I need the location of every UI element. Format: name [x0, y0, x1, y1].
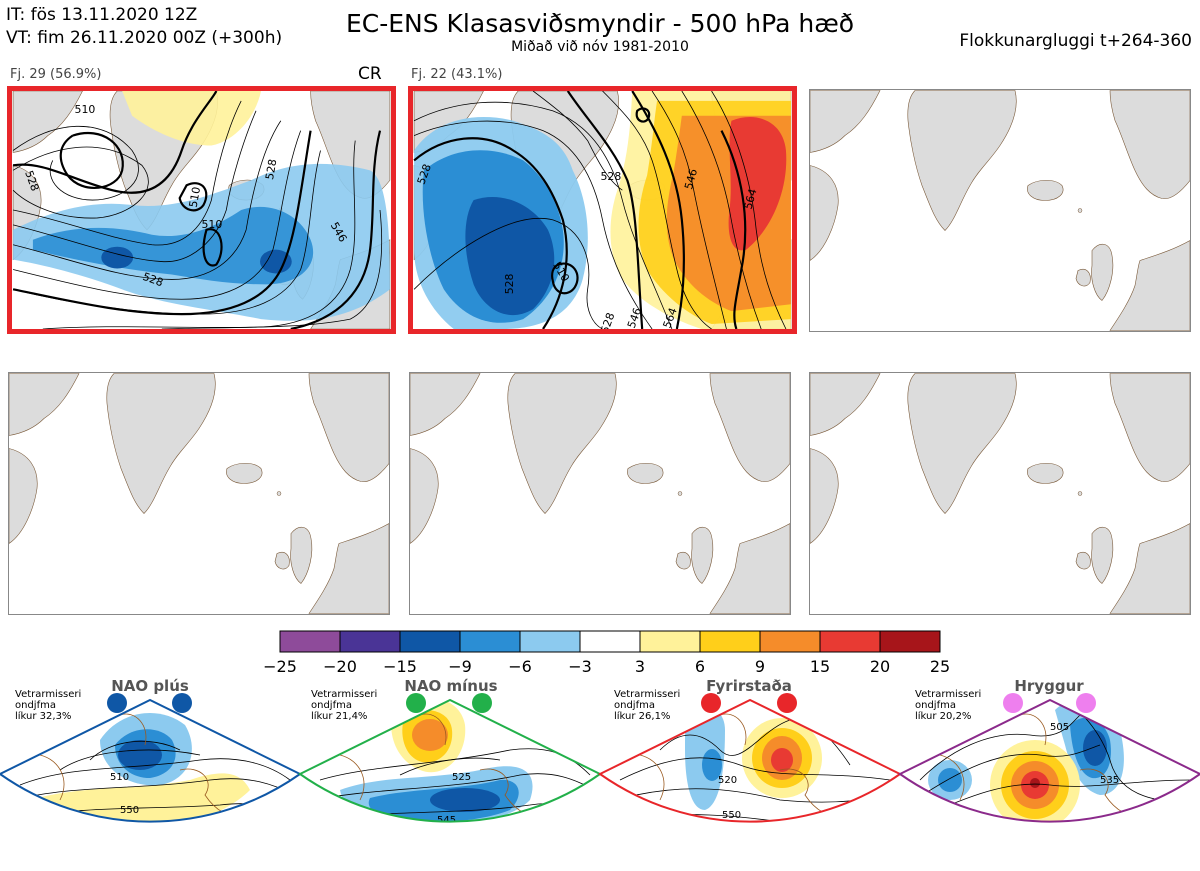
colorbar-tick-label: 25: [929, 657, 951, 676]
colorbar-tick-label: −6: [508, 657, 532, 676]
colorbar-segment: [819, 630, 881, 653]
colorbar-tick-label: −9: [448, 657, 472, 676]
cluster-1-contour-label: 528: [263, 158, 279, 181]
colorbar-segment: [759, 630, 821, 653]
regime-4-contour-label: 505: [1050, 722, 1069, 733]
cluster-1-map[interactable]: 510 510 528 528 528 546 510: [7, 86, 396, 334]
colorbar-segment: [639, 630, 701, 653]
regime-3-contour-label: 550: [722, 810, 741, 821]
page-title: EC-ENS Klasasviðsmyndir - 500 hPa hæð: [345, 9, 855, 38]
cluster-2-contour-label: 546: [682, 167, 700, 191]
cluster-2-contour-label: 528: [503, 273, 516, 294]
empty-map-6: [809, 372, 1191, 615]
page-subtitle: Miðað við nóv 1981-2010: [511, 39, 689, 55]
colorbar-segment: [339, 630, 401, 653]
regime-2-dot: [406, 693, 426, 713]
regime-1-title: NAO plús: [111, 677, 189, 695]
cluster-2-contour-label: 564: [742, 187, 760, 211]
colorbar-tick-label: −3: [568, 657, 592, 676]
colorbar-tick-label: 3: [634, 657, 646, 676]
cluster-2-contour-label: 528: [598, 311, 617, 329]
cluster-1-contour-label: 510: [202, 218, 223, 231]
cluster-window: Flokkunargluggi t+264-360: [959, 31, 1192, 51]
regime-nao-plus: 510 550: [0, 698, 302, 823]
colorbar-tick-label: −15: [383, 657, 417, 676]
regime-2-title: NAO mínus: [404, 677, 498, 695]
empty-map-4: [8, 372, 390, 615]
cluster-2-contour-label: 564: [661, 306, 680, 329]
cluster-1-label: Fj. 29 (56.9%): [10, 67, 102, 82]
regime-1-dot: [107, 693, 127, 713]
regime-2-contour-label: 545: [437, 815, 456, 826]
regime-3-dot: [777, 693, 797, 713]
regime-4-contour-label: 560: [1092, 837, 1111, 848]
colorbar-segment: [579, 630, 641, 653]
cluster-2-contour-label: 528: [601, 170, 622, 183]
regime-2-contour-label: 525: [452, 772, 471, 783]
colorbar-segment: [279, 630, 341, 653]
regime-1-dot: [172, 693, 192, 713]
cluster-1-contour-label: 510: [75, 103, 96, 116]
regime-3-desc: Vetrarmisseri ondjfma líkur 26,1%: [614, 689, 681, 722]
empty-map-5: [409, 372, 791, 615]
cluster-2-label: Fj. 22 (43.1%): [411, 67, 503, 82]
regime-3-contour-label: 560: [737, 834, 756, 845]
regime-3-dot: [701, 693, 721, 713]
colorbar-tick-label: −20: [323, 657, 357, 676]
colorbar-segment: [699, 630, 761, 653]
colorbar-segment: [519, 630, 581, 653]
cluster-1-contour-label: 510: [187, 186, 203, 209]
regime-3-title: Fyrirstaða: [706, 677, 792, 695]
regime-3-contour-label: 520: [718, 775, 737, 786]
colorbar-tick-label: 9: [754, 657, 766, 676]
regime-4-desc: Vetrarmisseri ondjfma líkur 20,2%: [915, 689, 982, 722]
regime-panels: 510 550 525 545 565: [0, 693, 1200, 861]
header-info: IT: fös 13.11.2020 12Z VT: fim 26.11.202…: [6, 4, 282, 50]
regime-4-contour-label: 535: [1100, 775, 1119, 786]
regime-1-contour-label: 510: [110, 772, 129, 783]
regime-4-dot: [1076, 693, 1096, 713]
regime-2-contour-label: 565: [447, 850, 466, 861]
cluster-1-tag: CR: [358, 64, 382, 84]
colorbar-segment: [399, 630, 461, 653]
colorbar-segment: [879, 630, 941, 653]
issue-time: IT: fös 13.11.2020 12Z: [6, 5, 198, 25]
valid-time: VT: fim 26.11.2020 00Z (+300h): [6, 28, 283, 48]
colorbar-segment: [459, 630, 521, 653]
regime-blocking: 520 550 560: [598, 698, 902, 845]
colorbar: [279, 630, 941, 653]
colorbar-tick-label: 6: [694, 657, 706, 676]
regime-2-dot: [472, 693, 492, 713]
cluster-2-contour-label: 546: [625, 306, 644, 329]
regime-4-title: Hryggur: [1014, 677, 1084, 695]
regime-4-dot: [1003, 693, 1023, 713]
colorbar-tick-label: −25: [263, 657, 297, 676]
regime-1-desc: Vetrarmisseri ondjfma líkur 32,3%: [15, 689, 82, 722]
colorbar-tick-label: 20: [869, 657, 891, 676]
colorbar-tick-label: 15: [809, 657, 831, 676]
regime-2-desc: Vetrarmisseri ondjfma líkur 21,4%: [311, 689, 378, 722]
regime-1-contour-label: 550: [120, 805, 139, 816]
empty-map-3: [809, 89, 1191, 332]
cluster-2-map[interactable]: 528 528 510 528 546 564 528 546 564: [408, 86, 797, 334]
